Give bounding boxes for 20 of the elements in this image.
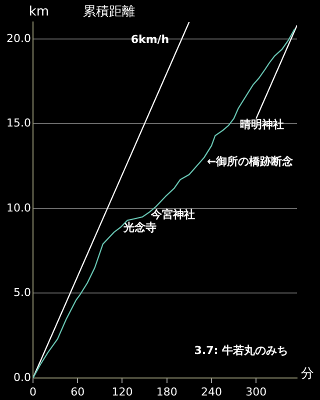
annotation: ←御所の橋跡断念 — [207, 154, 294, 168]
x-tick-label: 300 — [246, 385, 267, 398]
x-tick-label: 240 — [200, 385, 222, 398]
y-tick-label: 10.0 — [6, 201, 31, 214]
x-tick-label: 120 — [112, 385, 133, 398]
x-tick-label: 60 — [70, 385, 85, 398]
annotation: 6km/h — [130, 32, 170, 46]
annotation: 光念寺 — [122, 220, 156, 234]
y-tick-label: 20.0 — [6, 32, 31, 45]
annotation: 3.7: 牛若丸のみち — [194, 344, 288, 357]
annotation: 今宮神社 — [150, 208, 195, 221]
chart-title: 累積距離 — [83, 4, 135, 20]
x-tick-label: 180 — [156, 385, 178, 398]
y-tick-label: 0.0 — [14, 370, 31, 384]
x-axis-title: 分 — [301, 366, 314, 382]
y-axis-title: km — [28, 4, 50, 20]
y-tick-label: 15.0 — [6, 116, 31, 130]
y-tick-label: 5.0 — [14, 286, 31, 300]
annotation: 晴明神社 — [240, 118, 284, 131]
x-tick-label: 0 — [30, 385, 36, 398]
